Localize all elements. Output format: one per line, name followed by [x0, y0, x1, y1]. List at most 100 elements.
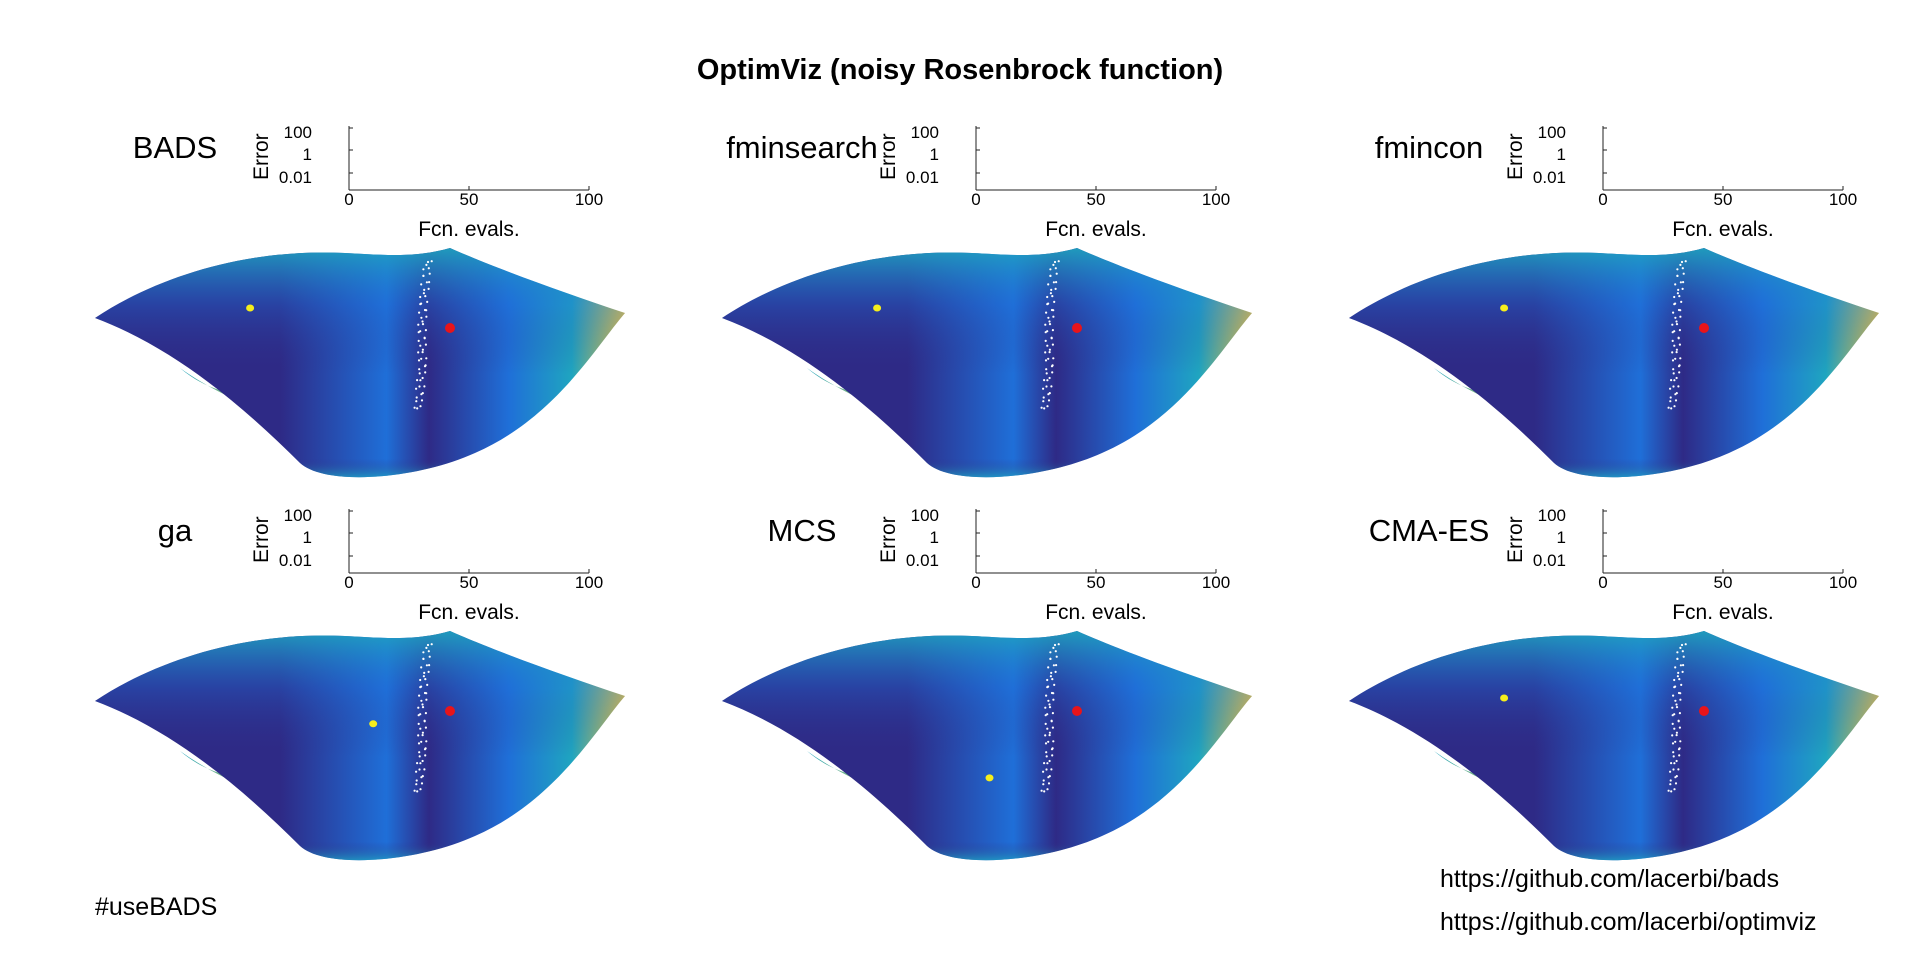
- trail-point: [423, 768, 426, 771]
- trail-point: [415, 387, 418, 390]
- trail-point: [427, 287, 430, 290]
- x-tick-label: 100: [1828, 573, 1858, 592]
- trail-point: [424, 295, 427, 298]
- y-tick-label: 0.01: [1532, 168, 1566, 187]
- trail-point: [1676, 274, 1679, 277]
- trail-point: [1050, 671, 1053, 674]
- trail-point: [1673, 762, 1676, 765]
- trail-point: [1046, 686, 1049, 689]
- trail-point: [1679, 740, 1682, 743]
- trail-point: [1048, 323, 1052, 326]
- trail-point: [425, 357, 428, 360]
- trail-point: [422, 268, 425, 271]
- trail-point: [423, 336, 426, 339]
- trail-point: [1680, 260, 1684, 264]
- trail-point: [420, 782, 424, 785]
- trail-point: [425, 646, 428, 649]
- x-tick-label: 0: [1598, 190, 1608, 209]
- trail-point: [428, 281, 431, 284]
- trail-point: [1047, 399, 1051, 402]
- x-tick-label: 100: [574, 573, 604, 592]
- trail-point: [1044, 359, 1048, 362]
- trail-point: [1671, 359, 1675, 362]
- trail-point: [420, 666, 423, 669]
- trail-point: [425, 664, 428, 667]
- x-tick-label: 0: [971, 190, 981, 209]
- trail-point: [1048, 706, 1052, 709]
- trail-point: [1044, 706, 1047, 709]
- trail-point: [1048, 759, 1051, 763]
- trail-point: [1043, 407, 1046, 410]
- trail-point: [1673, 788, 1676, 791]
- y-tick-label: 1: [302, 528, 312, 547]
- trail-point: [1671, 323, 1674, 326]
- trail-point: [1053, 260, 1057, 264]
- trail-point: [1678, 295, 1681, 298]
- trail-point: [1679, 357, 1682, 360]
- trail-point: [425, 740, 428, 743]
- trail-point: [417, 722, 420, 725]
- trail-point: [422, 274, 425, 277]
- trail-point: [1045, 751, 1048, 754]
- bads-link[interactable]: https://github.com/lacerbi/bads: [1440, 865, 1780, 893]
- trail-point: [1052, 263, 1055, 266]
- sample-trail: [1667, 643, 1687, 793]
- trail-point: [1048, 376, 1051, 380]
- trail-point: [1675, 759, 1678, 763]
- optimum-marker: [445, 706, 455, 716]
- trail-point: [1677, 385, 1680, 388]
- trail-point: [422, 292, 425, 295]
- trail-point: [1673, 295, 1676, 299]
- trail-point: [1047, 316, 1050, 319]
- trail-point: [1046, 727, 1049, 730]
- y-tick-group: 100 1 0.01: [279, 493, 312, 573]
- trail-point: [1674, 666, 1677, 669]
- trail-point: [1674, 283, 1677, 286]
- trail-point: [420, 357, 423, 360]
- trail-point: [1676, 657, 1679, 660]
- trail-point: [419, 303, 422, 306]
- trail-point: [422, 651, 425, 654]
- panel-mcs: MCS Error 100 1 0.01 0 50 100 Fcn. evals.: [627, 493, 1267, 876]
- optimviz-link[interactable]: https://github.com/lacerbi/optimviz: [1440, 908, 1817, 936]
- trail-point: [426, 260, 430, 264]
- trail-point: [416, 407, 419, 410]
- sample-trail: [1040, 260, 1060, 410]
- trail-point: [421, 706, 425, 709]
- trail-point: [413, 789, 416, 792]
- trail-point: [1671, 339, 1674, 342]
- trail-point: [417, 331, 420, 334]
- panel-ga: ga Error 100 1 0.01 0 50 100 Fcn. evals.: [0, 493, 640, 876]
- trail-point: [424, 371, 427, 374]
- trail-point: [1052, 281, 1055, 284]
- y-tick-label: 1: [302, 145, 312, 164]
- trail-point: [423, 719, 426, 722]
- trail-point: [425, 281, 428, 284]
- trail-point: [1679, 263, 1682, 266]
- optimum-marker: [1699, 323, 1709, 333]
- trail-point: [1054, 287, 1057, 290]
- surface-shading: [95, 248, 625, 478]
- trail-point: [1054, 267, 1057, 270]
- error-axis-label: Error: [1504, 516, 1527, 563]
- fcn-evals-axis-label: Fcn. evals.: [418, 601, 520, 624]
- trail-point: [1678, 712, 1681, 715]
- trail-point: [1672, 372, 1675, 375]
- trail-point: [1043, 379, 1046, 382]
- trail-point: [1054, 650, 1057, 653]
- trail-point: [1048, 348, 1051, 351]
- sample-trail: [413, 643, 433, 793]
- trail-point: [1043, 762, 1046, 765]
- trail-point: [1044, 734, 1047, 737]
- trail-point: [1675, 348, 1678, 351]
- trail-point: [424, 329, 427, 332]
- trail-point: [1051, 678, 1054, 681]
- trail-point: [1678, 726, 1681, 729]
- trail-point: [416, 379, 419, 382]
- trail-point: [1673, 344, 1676, 347]
- trail-point: [1050, 768, 1053, 771]
- sample-trail: [1667, 260, 1687, 410]
- trail-point: [1042, 387, 1045, 390]
- panel-bads: BADS Error 100 1 0.01 0 50 100 Fcn. evals.: [0, 110, 640, 493]
- trail-point: [1673, 678, 1676, 682]
